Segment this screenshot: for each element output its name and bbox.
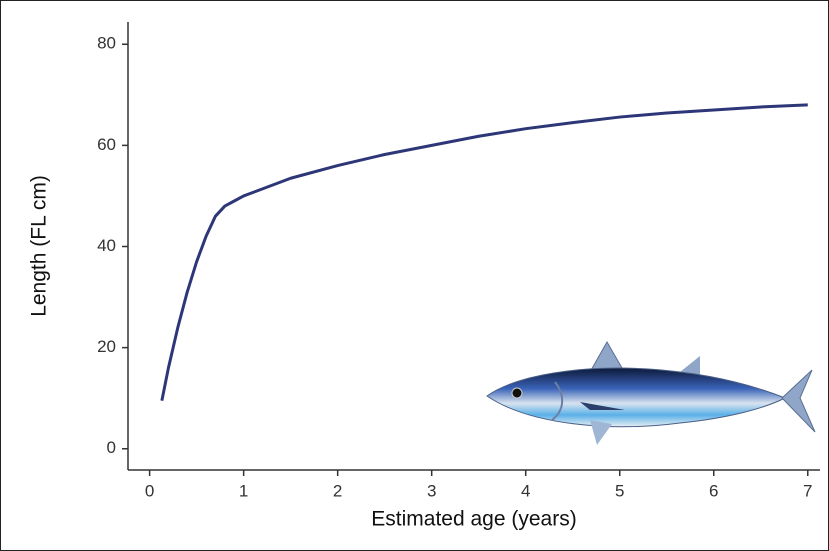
x-tick-label: 1 (239, 481, 248, 500)
x-axis-title: Estimated age (years) (371, 508, 576, 531)
x-tick-label: 2 (333, 481, 342, 500)
frame (1, 1, 829, 551)
y-axis-title: Length (FL cm) (28, 175, 51, 317)
x-tick-label: 7 (803, 481, 812, 500)
x-tick-label: 0 (145, 481, 154, 500)
y-tick-label: 0 (107, 438, 116, 457)
x-tick-label: 3 (427, 481, 436, 500)
x-tick-label: 4 (521, 481, 530, 500)
x-tick-label: 5 (615, 481, 624, 500)
fish-illustration (487, 342, 815, 445)
y-tick-label: 40 (97, 236, 116, 255)
y-tick-label: 20 (97, 337, 116, 356)
y-tick-label: 80 (97, 34, 116, 53)
page: {"chart_data": {"type": "line", "x_label… (0, 0, 829, 551)
y-tick-label: 60 (97, 135, 116, 154)
growth-curve (162, 105, 808, 401)
chart: Estimated age (years) Length (FL cm) 020… (0, 0, 829, 551)
x-tick-label: 6 (709, 481, 718, 500)
